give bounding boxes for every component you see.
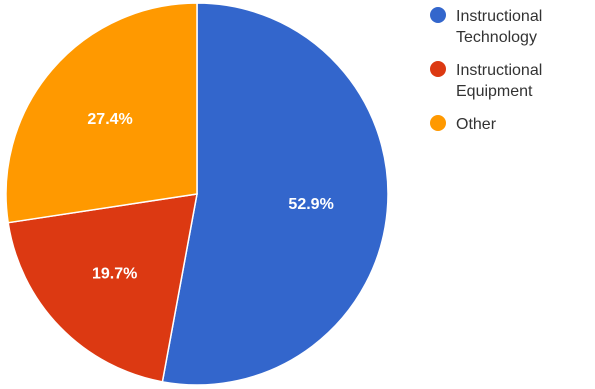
legend-label-other: Other (456, 116, 497, 133)
legend-swatch-instructional-technology (430, 7, 446, 23)
pie-slice-other[interactable] (5, 2, 198, 224)
pie-slice-instructional-technology[interactable] (161, 2, 389, 386)
pie-slice-instructional-equipment[interactable] (7, 193, 198, 383)
pie-slice-label-instructional-technology: 52.9% (288, 196, 333, 213)
legend-label-instructional-technology: Instructional Technology (456, 8, 543, 46)
legend-swatch-other (430, 115, 446, 131)
pie-slice-label-instructional-equipment: 19.7% (92, 265, 137, 282)
legend-label-instructional-equipment: Instructional Equipment (456, 62, 543, 100)
legend-item-other[interactable]: Other (430, 114, 595, 135)
pie-slice-label-other: 27.4% (87, 111, 132, 128)
pie-chart: 52.9% 19.7% 27.4% (5, 2, 389, 386)
legend-item-instructional-technology[interactable]: Instructional Technology (430, 6, 595, 48)
legend-item-instructional-equipment[interactable]: Instructional Equipment (430, 60, 595, 102)
legend: Instructional Technology Instructional E… (430, 6, 595, 147)
legend-swatch-instructional-equipment (430, 61, 446, 77)
